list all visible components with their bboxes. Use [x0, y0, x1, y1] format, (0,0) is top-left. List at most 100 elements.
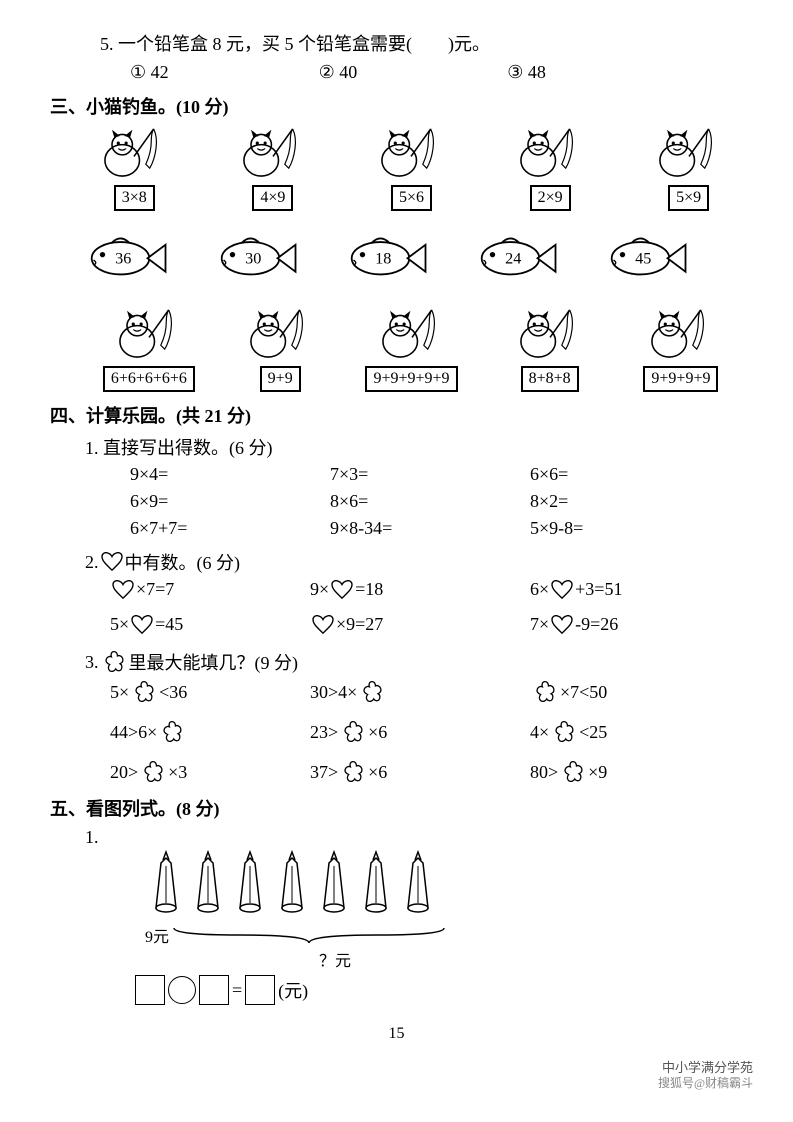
calc-expr: 6×9=: [130, 491, 330, 512]
sub-4-1-title: 1. 直接写出得数。(6 分): [85, 434, 743, 460]
q5-opt2: ② 40: [319, 62, 358, 83]
cat-item: 5×6: [357, 125, 466, 211]
cat-expr: 5×6: [391, 185, 432, 211]
equation-row: = (元): [135, 975, 743, 1005]
heart-expr: 9×=18: [310, 579, 530, 600]
section-5-title: 五、看图列式。(8 分): [50, 795, 743, 821]
flower-expr: 5×<36: [110, 679, 310, 705]
heart-icon: [101, 552, 123, 572]
question-5: 5. 一个铅笔盒 8 元，买 5 个铅笔盒需要( )元。: [100, 30, 743, 56]
heart-expr: 7×-9=26: [530, 614, 730, 635]
flower-expr: 4×<25: [530, 719, 730, 745]
answer-box[interactable]: [199, 975, 229, 1005]
heart-icon: [112, 580, 134, 600]
svg-text:18: 18: [375, 250, 391, 268]
fish-item: 45: [600, 231, 690, 281]
calc-expr: 8×6=: [330, 491, 530, 512]
operator-circle[interactable]: [168, 976, 196, 1004]
heart-icon: [551, 615, 573, 635]
price-label: 9元: [145, 923, 169, 947]
heart-expr: ×9=27: [310, 614, 530, 635]
heart-icon: [551, 580, 573, 600]
calc-expr: 7×3=: [330, 464, 530, 485]
answer-box[interactable]: [245, 975, 275, 1005]
fish-item: 30: [210, 231, 300, 281]
flower-icon: [131, 679, 157, 705]
cat-expr: 3×8: [114, 185, 155, 211]
cat-item: 8+8+8: [494, 306, 605, 392]
section-4-title: 四、计算乐园。(共 21 分): [50, 402, 743, 428]
calc-expr: 8×2=: [530, 491, 730, 512]
sub-4-3-grid: 5×<3630>4××7<50 44>6×23>×64×<25 20>×337>×6…: [110, 679, 743, 785]
watermark: 中小学满分学苑 搜狐号@财稿霸斗: [658, 1060, 753, 1092]
cat-expr: 4×9: [252, 185, 293, 211]
flower-icon: [340, 759, 366, 785]
pens-figure: 9元 ？元: [145, 848, 485, 971]
heart-icon: [331, 580, 353, 600]
cat-item: 3×8: [80, 125, 189, 211]
q5-opt3: ③ 48: [507, 62, 546, 83]
flower-icon: [551, 719, 577, 745]
svg-text:36: 36: [115, 250, 131, 268]
svg-text:30: 30: [245, 250, 261, 268]
flower-expr: 37>×6: [310, 759, 530, 785]
pen-icon: [271, 848, 313, 923]
cat-item: 5×9: [634, 125, 743, 211]
calc-expr: 6×6=: [530, 464, 730, 485]
q5-opt1: ① 42: [130, 62, 169, 83]
q5-options: ① 42 ② 40 ③ 48: [130, 62, 743, 83]
flower-expr: 23>×6: [310, 719, 530, 745]
answer-box[interactable]: [135, 975, 165, 1005]
cat-expr: 8+8+8: [521, 366, 579, 392]
sub-4-2-title: 2. 中有数。(6 分): [85, 549, 743, 575]
pen-icon: [313, 848, 355, 923]
sub-4-1-grid: 9×4=7×3=6×6=6×9=8×6=8×2=6×7+7=9×8-34=5×9…: [130, 464, 743, 539]
cat-row-2: 6+6+6+6+6 9+9 9+9+9+9+9 8+8+8 9+9+9+9: [80, 306, 743, 392]
cat-expr: 6+6+6+6+6: [103, 366, 195, 392]
flower-icon: [532, 679, 558, 705]
page-number: 15: [50, 1025, 743, 1043]
cat-item: 4×9: [219, 125, 328, 211]
pen-icon: [397, 848, 439, 923]
cat-expr: 9+9+9+9+9: [365, 366, 457, 392]
sub-4-3-title: 3. 里最大能填几？(9 分): [85, 649, 743, 675]
cat-expr: 9+9+9+9: [643, 366, 718, 392]
svg-text:24: 24: [505, 250, 521, 268]
pen-icon: [355, 848, 397, 923]
flower-icon: [140, 759, 166, 785]
fish-item: 36: [80, 231, 170, 281]
flower-expr: 20>×3: [110, 759, 310, 785]
heart-expr: ×7=7: [110, 579, 310, 600]
calc-expr: 5×9-8=: [530, 518, 730, 539]
sub-4-2-grid: ×7=79×=186×+3=515×=45×9=277×-9=26: [110, 579, 743, 635]
cat-row-1: 3×8 4×9 5×6 2×9 5×9: [80, 125, 743, 211]
brace-icon: [169, 925, 449, 945]
heart-icon: [312, 615, 334, 635]
svg-text:45: 45: [635, 250, 651, 268]
cat-item: 6+6+6+6+6: [80, 306, 218, 392]
flower-expr: ×7<50: [530, 679, 730, 705]
flower-icon: [560, 759, 586, 785]
q5-text: 5. 一个铅笔盒 8 元，买 5 个铅笔盒需要( )元。: [100, 34, 490, 54]
section-3-title: 三、小猫钓鱼。(10 分): [50, 93, 743, 119]
cat-expr: 9+9: [260, 366, 301, 392]
calc-expr: 6×7+7=: [130, 518, 330, 539]
cat-item: 2×9: [496, 125, 605, 211]
flower-expr: 30>4×: [310, 679, 530, 705]
flower-icon: [159, 719, 185, 745]
pen-icon: [187, 848, 229, 923]
flower-expr: 80>×9: [530, 759, 730, 785]
cat-item: 9+9+9+9+9: [343, 306, 481, 392]
cat-item: 9+9+9+9: [619, 306, 743, 392]
calc-expr: 9×4=: [130, 464, 330, 485]
flower-expr: 44>6×: [110, 719, 310, 745]
heart-icon: [131, 615, 153, 635]
heart-expr: 6×+3=51: [530, 579, 730, 600]
sub-5-1: 1. 9元 ？元 = (元): [85, 827, 743, 1005]
fish-item: 18: [340, 231, 430, 281]
pen-icon: [229, 848, 271, 923]
cat-expr: 5×9: [668, 185, 709, 211]
pen-icon: [145, 848, 187, 923]
flower-icon: [101, 649, 127, 675]
unit-label: (元): [278, 977, 308, 1003]
